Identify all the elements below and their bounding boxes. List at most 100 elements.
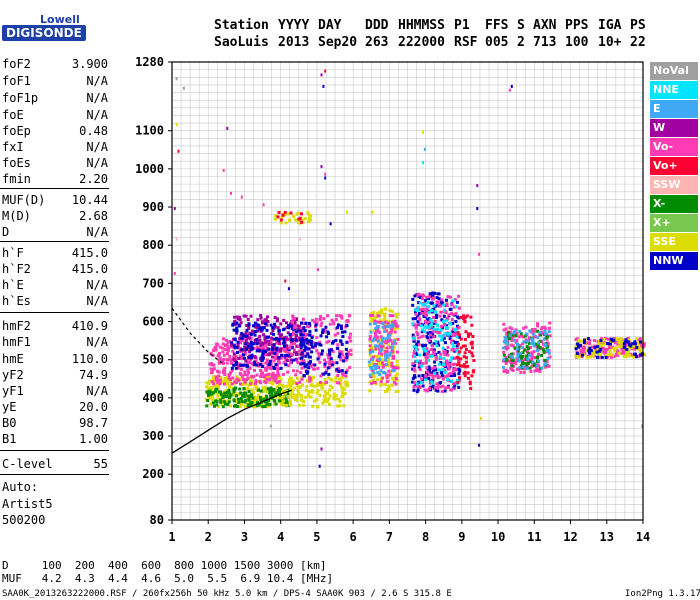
param-name: foF1	[2, 74, 31, 88]
data-point	[438, 375, 442, 379]
data-point	[432, 348, 436, 352]
param-name: yE	[2, 400, 17, 414]
data-point	[456, 381, 460, 385]
data-point	[469, 332, 473, 336]
data-point	[337, 370, 341, 374]
data-point	[529, 360, 533, 364]
data-point	[218, 382, 222, 386]
data-point	[427, 317, 431, 321]
data-point	[435, 296, 439, 300]
data-point	[229, 404, 233, 408]
data-point	[298, 356, 302, 360]
data-point	[235, 400, 239, 404]
data-point	[440, 390, 444, 393]
data-point	[309, 340, 313, 344]
auto-label: Auto:	[2, 480, 39, 494]
header-p1-label: P1	[454, 18, 470, 33]
data-point	[370, 358, 374, 361]
data-point	[416, 340, 420, 344]
data-point	[224, 343, 228, 347]
header-year-label: YYYY	[278, 18, 310, 33]
data-point	[228, 339, 232, 343]
data-point	[442, 350, 446, 354]
data-point	[437, 343, 441, 347]
data-point	[315, 391, 319, 395]
data-point	[323, 362, 327, 366]
data-point	[273, 322, 277, 326]
data-point	[301, 350, 305, 353]
data-point	[452, 372, 456, 375]
data-point	[250, 362, 254, 366]
data-point	[438, 330, 442, 334]
data-point	[433, 366, 437, 370]
data-point	[522, 340, 526, 344]
data-point	[326, 353, 330, 357]
data-point	[502, 369, 506, 373]
data-point	[283, 213, 287, 217]
data-point	[321, 382, 325, 385]
data-point	[394, 377, 398, 381]
data-point	[257, 388, 261, 392]
data-point	[221, 342, 225, 346]
data-point	[276, 372, 280, 376]
data-point	[317, 355, 321, 359]
param-hmF2: hmF2 410.9	[2, 318, 108, 334]
data-point	[372, 380, 376, 384]
data-point	[298, 403, 302, 407]
data-point	[256, 400, 259, 404]
data-point	[264, 366, 267, 370]
data-point	[257, 393, 261, 397]
data-point	[261, 352, 265, 356]
data-point	[298, 336, 302, 340]
data-point	[467, 376, 470, 380]
data-point	[381, 376, 385, 380]
data-point	[309, 343, 313, 347]
data-point	[545, 360, 549, 363]
data-point	[268, 381, 272, 385]
data-point	[581, 345, 585, 349]
header-iga-label: IGA	[598, 18, 622, 33]
data-point	[256, 380, 260, 384]
data-point	[454, 368, 458, 372]
data-point	[278, 361, 282, 365]
data-point	[425, 347, 429, 351]
param-value: 2.20	[79, 172, 108, 186]
data-point	[536, 344, 540, 348]
data-point	[244, 314, 248, 318]
data-point	[387, 336, 391, 340]
data-point	[544, 365, 548, 369]
data-point	[342, 404, 346, 408]
data-point	[476, 184, 479, 188]
data-point	[435, 371, 439, 375]
data-point	[457, 385, 461, 389]
data-point	[288, 324, 292, 328]
data-point	[528, 342, 531, 345]
data-point	[278, 387, 282, 391]
data-point	[424, 361, 428, 365]
data-point	[277, 329, 281, 333]
data-point	[396, 326, 400, 330]
data-point	[335, 346, 339, 350]
param-name: foE	[2, 108, 24, 122]
data-point	[214, 375, 218, 379]
data-point	[278, 389, 282, 393]
data-point	[215, 391, 219, 395]
data-point	[235, 321, 239, 325]
data-point	[436, 386, 440, 390]
data-point	[392, 380, 396, 384]
data-point	[284, 221, 288, 225]
data-point	[254, 330, 258, 333]
data-point	[231, 393, 235, 396]
data-point	[413, 369, 417, 373]
data-point	[338, 399, 342, 403]
data-point	[265, 402, 269, 406]
data-point	[425, 307, 429, 311]
data-point	[384, 389, 387, 393]
data-point	[263, 373, 267, 377]
data-point	[466, 332, 470, 336]
data-point	[377, 351, 381, 355]
data-point	[215, 400, 219, 404]
data-point	[529, 369, 533, 373]
data-point	[281, 213, 285, 217]
param-name: yF1	[2, 384, 24, 398]
